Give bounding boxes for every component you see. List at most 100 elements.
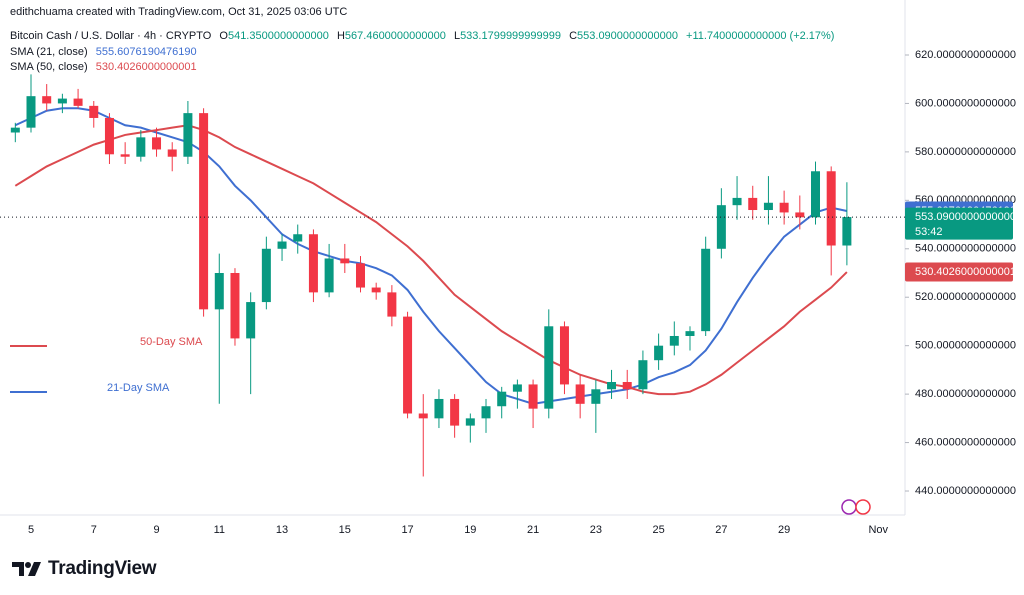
candle-body bbox=[277, 241, 287, 249]
x-tick-label: 19 bbox=[464, 524, 476, 536]
candle-body bbox=[685, 331, 695, 336]
brand-name: TradingView bbox=[48, 558, 157, 579]
symbol: Bitcoin Cash / U.S. Dollar · 4h · CRYPTO bbox=[10, 30, 212, 42]
change: +11.7400000000000 (+2.17%) bbox=[686, 30, 835, 42]
credit: edithchuama created with TradingView.com… bbox=[10, 6, 348, 18]
x-tick-label: 25 bbox=[652, 524, 664, 536]
y-tick-label: 480.0000000000000 bbox=[915, 388, 1016, 400]
candle-body bbox=[355, 263, 365, 288]
ohlc-value: 553.0900000000000 bbox=[577, 30, 678, 42]
ohlc-high: H567.4600000000000 bbox=[337, 30, 446, 42]
y-tick-label: 440.0000000000000 bbox=[915, 485, 1016, 497]
candle-body bbox=[152, 137, 162, 150]
candle-body bbox=[450, 398, 460, 426]
candle-body bbox=[575, 384, 585, 404]
annotation-label: 21-Day SMA bbox=[107, 382, 170, 394]
candle-body bbox=[669, 335, 679, 346]
sma-price-tag: 530.4026000000001 bbox=[915, 266, 1016, 278]
candle-body bbox=[544, 326, 554, 409]
candle-body bbox=[293, 234, 303, 242]
candle-body bbox=[607, 382, 617, 390]
ohlc-value: 541.3500000000000 bbox=[227, 30, 329, 42]
candle-body bbox=[842, 217, 852, 246]
candle-body bbox=[622, 382, 632, 390]
candle-body bbox=[748, 197, 758, 211]
x-tick-label: 27 bbox=[715, 524, 727, 536]
candle-body bbox=[199, 113, 209, 310]
icon bbox=[855, 499, 871, 515]
candle-body bbox=[779, 202, 789, 213]
candle-body bbox=[104, 117, 114, 155]
candle-body bbox=[73, 98, 83, 106]
candle-body bbox=[638, 360, 648, 390]
ohlc-close: C553.0900000000000 bbox=[569, 30, 678, 42]
candle-body bbox=[183, 113, 193, 157]
x-tick-label: Nov bbox=[868, 524, 888, 536]
candle-body bbox=[57, 98, 67, 104]
candle-body bbox=[497, 391, 507, 407]
sma-line bbox=[14, 107, 848, 405]
ohlc-key: C bbox=[569, 30, 578, 42]
x-tick-label: 17 bbox=[401, 524, 413, 536]
brand-logo: TradingView bbox=[12, 558, 157, 580]
candle-body bbox=[387, 292, 397, 317]
candle-body bbox=[591, 389, 601, 404]
candle-body bbox=[120, 154, 130, 157]
candle-body bbox=[89, 105, 99, 118]
candle-body bbox=[418, 413, 428, 419]
y-tick-label: 540.0000000000000 bbox=[915, 243, 1016, 255]
ohlc-value: 533.1799999999999 bbox=[460, 30, 562, 42]
candle-body bbox=[26, 96, 36, 128]
x-tick-label: 9 bbox=[153, 524, 159, 536]
x-tick-label: 13 bbox=[276, 524, 288, 536]
sma-line bbox=[14, 124, 848, 396]
ohlc-key: H bbox=[336, 30, 345, 42]
candle-body bbox=[167, 149, 177, 157]
candle-body bbox=[654, 345, 664, 361]
candle-body bbox=[481, 406, 491, 419]
candle-body bbox=[42, 96, 52, 104]
ohlc-key: L bbox=[453, 30, 461, 42]
countdown: 53:42 bbox=[915, 226, 943, 238]
candle-body bbox=[716, 205, 726, 249]
candle-body bbox=[795, 212, 805, 218]
candle-body bbox=[308, 234, 318, 293]
candle-body bbox=[10, 127, 20, 133]
legend-value: 530.4026000000001 bbox=[95, 61, 197, 73]
candle-body bbox=[763, 202, 773, 211]
legend-sma21: SMA (21, close) 555.6076190476190 bbox=[10, 45, 202, 59]
brand-icon bbox=[12, 562, 41, 576]
candle-body bbox=[324, 258, 334, 293]
y-tick-label: 460.0000000000000 bbox=[915, 436, 1016, 448]
candle-body bbox=[732, 197, 742, 206]
ohlc-open: O541.3500000000000 bbox=[219, 30, 329, 42]
candle-body bbox=[826, 171, 836, 246]
close-price-tag-box bbox=[905, 207, 1013, 240]
candle-body bbox=[465, 418, 475, 426]
x-tick-label: 7 bbox=[91, 524, 97, 536]
candle-body bbox=[528, 384, 538, 409]
icon bbox=[841, 499, 857, 515]
candle-body bbox=[214, 273, 224, 310]
annotation-label: 50-Day SMA bbox=[140, 336, 203, 348]
y-tick-label: 580.0000000000000 bbox=[915, 146, 1016, 158]
legend-sma50: SMA (50, close) 530.4026000000001 bbox=[10, 60, 202, 74]
y-tick-label: 500.0000000000000 bbox=[915, 340, 1016, 352]
x-tick-label: 23 bbox=[590, 524, 602, 536]
x-tick-label: 21 bbox=[527, 524, 539, 536]
x-tick-label: 29 bbox=[778, 524, 790, 536]
candle-body bbox=[230, 273, 240, 339]
candle-body bbox=[559, 326, 569, 385]
candle-body bbox=[261, 248, 271, 303]
legend-name: SMA (50, close) bbox=[10, 61, 88, 73]
sma-price-tag-box bbox=[905, 262, 1013, 282]
legend-name: SMA (21, close) bbox=[10, 46, 88, 58]
ohlc-low: L533.1799999999999 bbox=[454, 30, 561, 42]
x-tick-label: 15 bbox=[339, 524, 351, 536]
x-tick-label: 11 bbox=[214, 524, 225, 536]
candle-body bbox=[136, 137, 146, 157]
candle-body bbox=[403, 316, 413, 414]
candle-body bbox=[434, 398, 444, 419]
symbol-line: Bitcoin Cash / U.S. Dollar · 4h · CRYPTO… bbox=[10, 29, 839, 43]
